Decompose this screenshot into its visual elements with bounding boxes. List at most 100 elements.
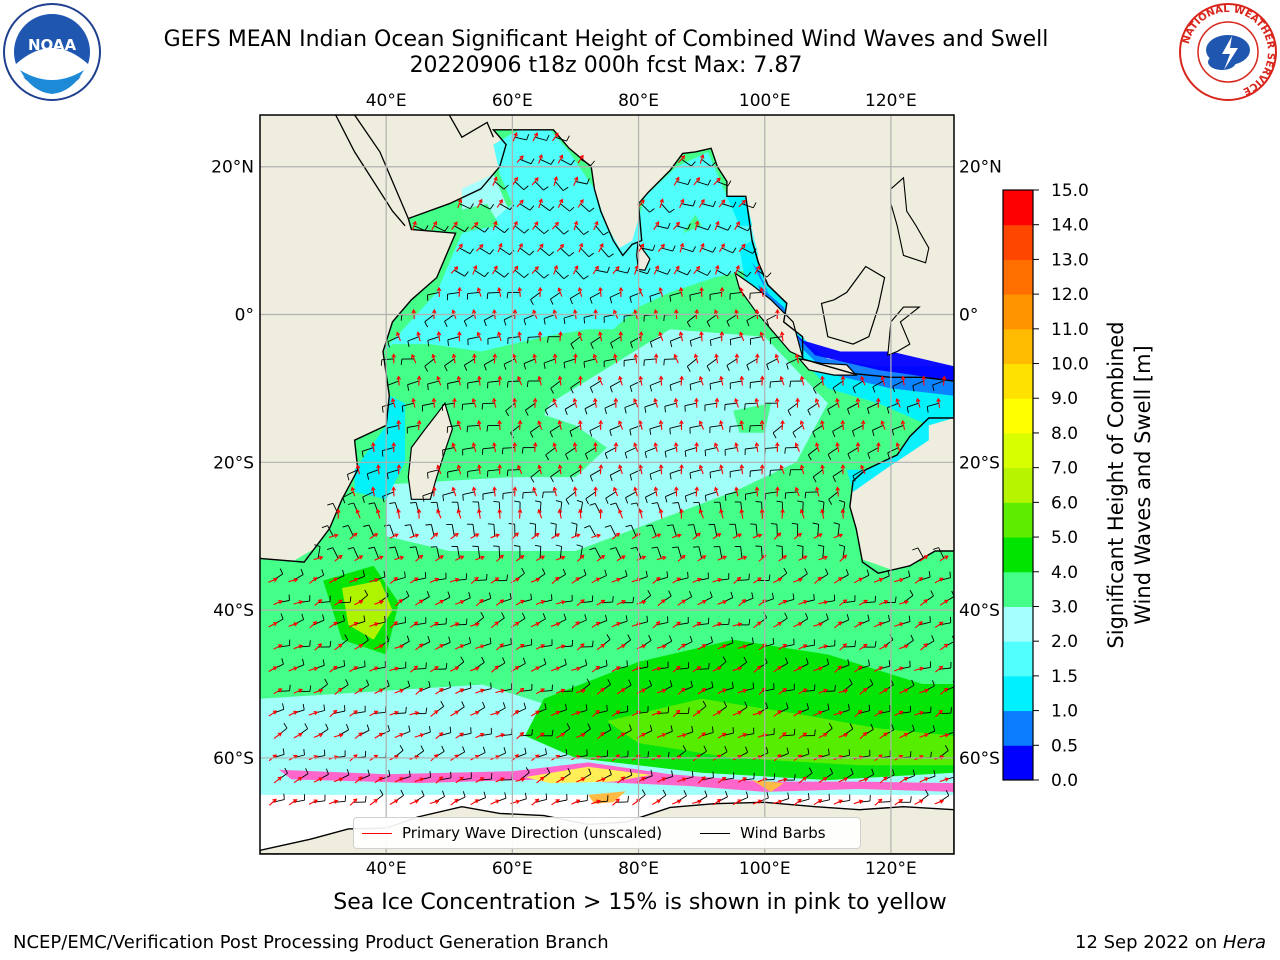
wind-barb bbox=[413, 225, 426, 231]
wave-arrow-head bbox=[653, 309, 659, 314]
wave-arrow-head bbox=[717, 666, 722, 671]
wind-barb bbox=[701, 777, 714, 781]
wave-arrow-head bbox=[681, 687, 686, 692]
wave-arrow bbox=[532, 221, 539, 230]
wave-arrow bbox=[692, 800, 702, 804]
wave-arrow-head bbox=[532, 486, 537, 492]
wave-arrow bbox=[740, 509, 744, 519]
wave-arrow-head bbox=[734, 398, 739, 403]
wave-arrow-head bbox=[694, 220, 700, 226]
wind-barb bbox=[407, 424, 420, 428]
wave-arrow-head bbox=[416, 419, 422, 425]
wind-barb bbox=[442, 491, 455, 496]
wave-arrow bbox=[660, 376, 663, 386]
wind-barb bbox=[499, 643, 512, 648]
wind-barb-flag bbox=[722, 656, 727, 662]
wave-arrow bbox=[512, 177, 518, 186]
wind-barb bbox=[765, 491, 778, 495]
wind-barb-flag bbox=[542, 492, 544, 499]
wave-arrow-head bbox=[878, 577, 884, 583]
wind-barb bbox=[539, 203, 551, 212]
wind-barb bbox=[499, 247, 510, 256]
wave-arrow-head bbox=[615, 532, 621, 537]
wind-barb bbox=[272, 799, 285, 803]
wave-arrow-head bbox=[777, 622, 783, 626]
wind-barb bbox=[624, 402, 637, 408]
wave-arrow-head bbox=[661, 777, 667, 782]
wind-barb bbox=[746, 314, 758, 321]
wave-arrow bbox=[414, 733, 424, 738]
colorbar-tick-label: 1.5 bbox=[1051, 667, 1078, 687]
wind-barb-flag bbox=[711, 726, 714, 733]
wind-barb-flag bbox=[605, 614, 608, 621]
wind-barb-flag bbox=[583, 361, 586, 368]
wind-barb bbox=[817, 799, 830, 803]
wind-barb-flag bbox=[550, 522, 557, 525]
colorbar-tick-label: 6.0 bbox=[1051, 493, 1078, 513]
wave-arrow-head bbox=[820, 508, 825, 514]
wind-barb-flag bbox=[870, 723, 874, 730]
wind-barb bbox=[892, 424, 904, 431]
wave-arrow bbox=[717, 600, 727, 605]
wind-barb bbox=[459, 203, 471, 210]
wind-barb-flag bbox=[303, 749, 305, 756]
wave-arrow-head bbox=[775, 442, 780, 447]
wave-arrow-head bbox=[520, 777, 526, 782]
wave-arrow-head bbox=[293, 577, 299, 583]
wave-arrow bbox=[333, 778, 343, 783]
wind-barb-flag bbox=[584, 614, 587, 621]
wave-arrow bbox=[939, 643, 948, 651]
wave-arrow-head bbox=[673, 397, 679, 403]
wave-arrow bbox=[738, 200, 746, 208]
wave-arrow-head bbox=[797, 798, 802, 803]
wave-arrow-head bbox=[493, 265, 498, 270]
wave-arrow bbox=[720, 509, 724, 519]
wind-barb-flag bbox=[342, 614, 345, 621]
wave-arrow bbox=[450, 710, 459, 717]
wind-barb-flag bbox=[672, 502, 679, 504]
wave-arrow bbox=[538, 421, 543, 430]
map-legend: Primary Wave Direction (unscaled) Wind B… bbox=[353, 817, 861, 849]
wind-barb-flag bbox=[349, 596, 352, 603]
wave-arrow-head bbox=[943, 687, 949, 692]
colorbar-tick-label: 15.0 bbox=[1051, 181, 1089, 201]
wind-barb bbox=[687, 358, 697, 367]
wind-barb bbox=[802, 689, 815, 692]
wave-arrow-head bbox=[939, 577, 944, 582]
wind-barb-flag bbox=[364, 589, 369, 596]
wave-arrow bbox=[531, 798, 539, 806]
wave-arrow bbox=[873, 622, 883, 628]
wind-barb-flag bbox=[649, 208, 655, 213]
wave-arrow-head bbox=[782, 599, 788, 604]
wind-barb bbox=[898, 711, 911, 715]
wind-barb-flag bbox=[386, 473, 389, 480]
wave-arrow bbox=[916, 398, 921, 408]
map-frame bbox=[259, 114, 955, 855]
wave-arrow bbox=[740, 465, 744, 475]
wind-barb-flag bbox=[647, 751, 649, 758]
wave-arrow bbox=[349, 710, 358, 717]
wind-barb-flag bbox=[848, 704, 850, 711]
wind-barb-flag bbox=[564, 409, 568, 415]
wind-barb bbox=[570, 380, 581, 389]
wave-arrow-head bbox=[737, 622, 743, 627]
wind-barb bbox=[368, 524, 375, 537]
wave-arrow-head bbox=[272, 798, 277, 803]
wind-barb bbox=[427, 291, 440, 296]
wave-arrow bbox=[354, 600, 363, 606]
wave-arrow-head bbox=[353, 577, 359, 582]
wind-barb-flag bbox=[743, 656, 748, 663]
wind-barb-flag bbox=[361, 451, 364, 458]
wind-barb bbox=[554, 181, 564, 191]
wind-barb-flag bbox=[576, 544, 583, 547]
wave-arrow-head bbox=[818, 622, 824, 627]
wave-arrow-head bbox=[532, 442, 538, 447]
wave-arrow bbox=[679, 243, 684, 253]
wind-barb-flag bbox=[724, 746, 728, 752]
wave-arrow-head bbox=[779, 375, 784, 381]
wave-arrow-head bbox=[517, 508, 523, 513]
wave-arrow bbox=[618, 509, 624, 519]
footer-machine: Hera bbox=[1222, 932, 1266, 953]
wind-barb bbox=[740, 546, 743, 559]
wind-barb bbox=[382, 491, 394, 497]
